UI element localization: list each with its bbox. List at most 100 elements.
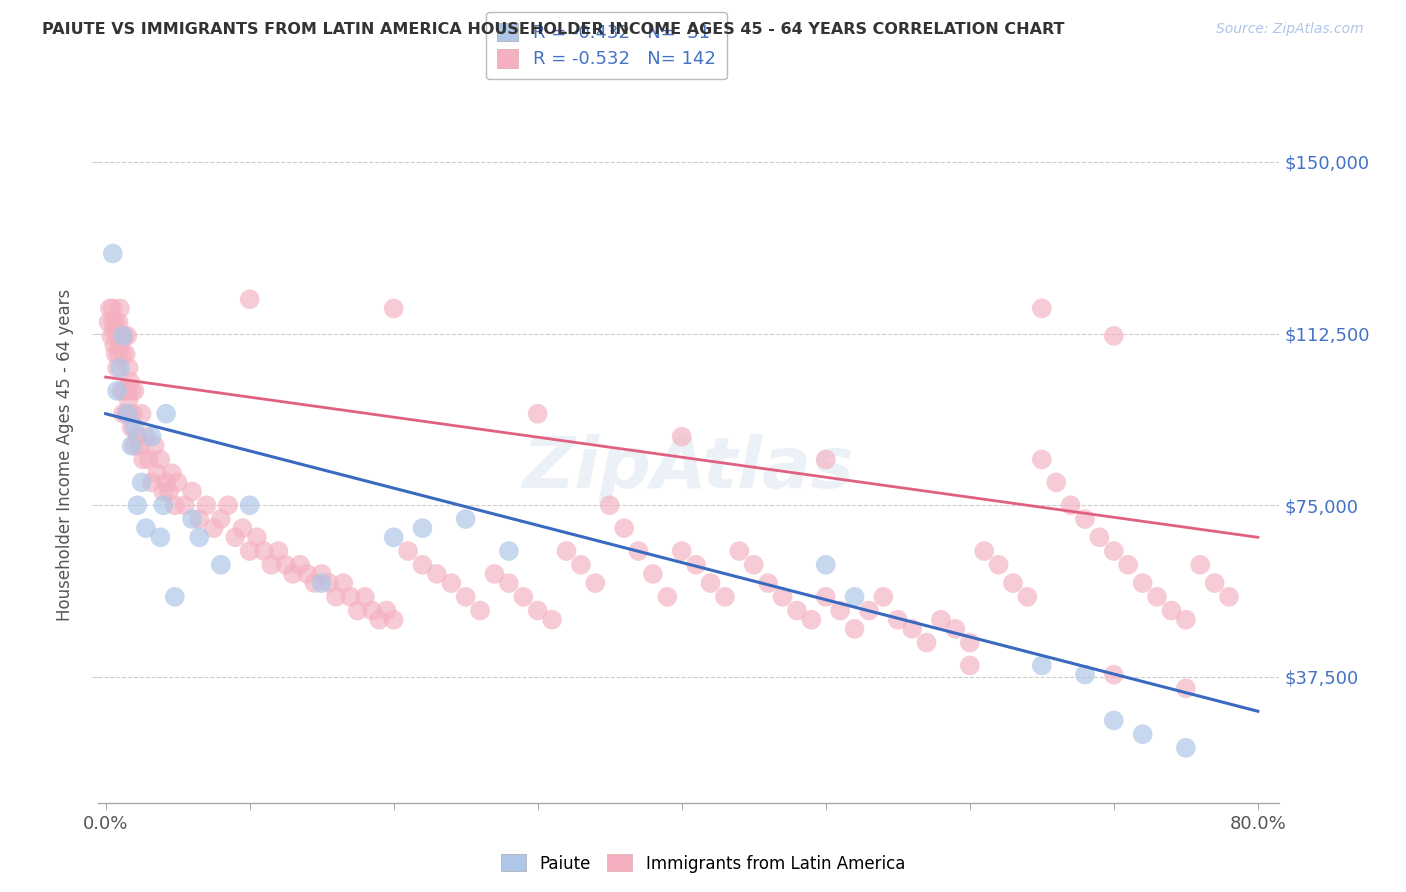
Point	[127, 429, 149, 443]
Point	[872, 590, 894, 604]
Point	[104, 347, 127, 361]
Point	[118, 392, 141, 407]
Point	[105, 360, 128, 375]
Point	[742, 558, 765, 572]
Point	[973, 544, 995, 558]
Point	[454, 590, 477, 604]
Point	[613, 521, 636, 535]
Point	[1174, 740, 1197, 755]
Point	[246, 530, 269, 544]
Point	[1017, 590, 1039, 604]
Legend: R = -0.432   N=  31, R = -0.532   N= 142: R = -0.432 N= 31, R = -0.532 N= 142	[486, 12, 727, 79]
Point	[239, 544, 262, 558]
Point	[685, 558, 707, 572]
Point	[1189, 558, 1212, 572]
Point	[569, 558, 592, 572]
Point	[786, 603, 808, 617]
Point	[224, 530, 246, 544]
Point	[1001, 576, 1024, 591]
Point	[188, 530, 211, 544]
Point	[118, 360, 141, 375]
Point	[311, 576, 333, 591]
Point	[129, 439, 152, 453]
Point	[155, 407, 177, 421]
Point	[114, 347, 136, 361]
Point	[152, 484, 174, 499]
Point	[231, 521, 253, 535]
Point	[1116, 558, 1139, 572]
Point	[202, 521, 225, 535]
Point	[155, 475, 177, 490]
Point	[346, 603, 368, 617]
Point	[311, 566, 333, 581]
Point	[108, 338, 131, 352]
Text: PAIUTE VS IMMIGRANTS FROM LATIN AMERICA HOUSEHOLDER INCOME AGES 45 - 64 YEARS CO: PAIUTE VS IMMIGRANTS FROM LATIN AMERICA …	[42, 22, 1064, 37]
Point	[844, 622, 866, 636]
Point	[108, 360, 131, 375]
Point	[959, 635, 981, 649]
Point	[111, 407, 134, 421]
Point	[1174, 613, 1197, 627]
Point	[112, 384, 135, 398]
Point	[131, 475, 153, 490]
Point	[814, 558, 837, 572]
Point	[120, 375, 142, 389]
Point	[887, 613, 910, 627]
Point	[1160, 603, 1182, 617]
Point	[114, 407, 136, 421]
Point	[304, 576, 326, 591]
Point	[772, 590, 794, 604]
Point	[121, 439, 143, 453]
Point	[110, 384, 132, 398]
Point	[1088, 530, 1111, 544]
Point	[98, 301, 121, 316]
Point	[135, 521, 157, 535]
Point	[127, 498, 149, 512]
Point	[107, 315, 129, 329]
Legend: Paiute, Immigrants from Latin America: Paiute, Immigrants from Latin America	[495, 847, 911, 880]
Point	[484, 566, 506, 581]
Point	[188, 512, 211, 526]
Point	[583, 576, 606, 591]
Point	[111, 329, 134, 343]
Point	[1132, 576, 1154, 591]
Point	[1146, 590, 1168, 604]
Text: ZipAtlas: ZipAtlas	[523, 434, 855, 503]
Point	[160, 467, 183, 481]
Point	[105, 329, 128, 343]
Point	[858, 603, 880, 617]
Point	[112, 329, 135, 343]
Point	[526, 407, 548, 421]
Point	[181, 484, 204, 499]
Point	[382, 613, 405, 627]
Point	[124, 420, 146, 434]
Point	[209, 558, 232, 572]
Point	[468, 603, 491, 617]
Point	[814, 452, 837, 467]
Point	[830, 603, 852, 617]
Point	[120, 407, 142, 421]
Point	[1204, 576, 1226, 591]
Point	[143, 439, 166, 453]
Point	[103, 324, 125, 338]
Point	[146, 467, 169, 481]
Point	[239, 293, 262, 307]
Point	[901, 622, 924, 636]
Point	[195, 498, 218, 512]
Point	[987, 558, 1010, 572]
Point	[1102, 329, 1125, 343]
Point	[124, 384, 146, 398]
Point	[115, 407, 138, 421]
Point	[1102, 714, 1125, 728]
Point	[115, 384, 138, 398]
Point	[1031, 301, 1053, 316]
Point	[1074, 667, 1097, 681]
Point	[181, 512, 204, 526]
Point	[440, 576, 463, 591]
Point	[844, 590, 866, 604]
Point	[375, 603, 398, 617]
Point	[426, 566, 449, 581]
Point	[107, 347, 129, 361]
Point	[101, 246, 124, 260]
Point	[132, 452, 155, 467]
